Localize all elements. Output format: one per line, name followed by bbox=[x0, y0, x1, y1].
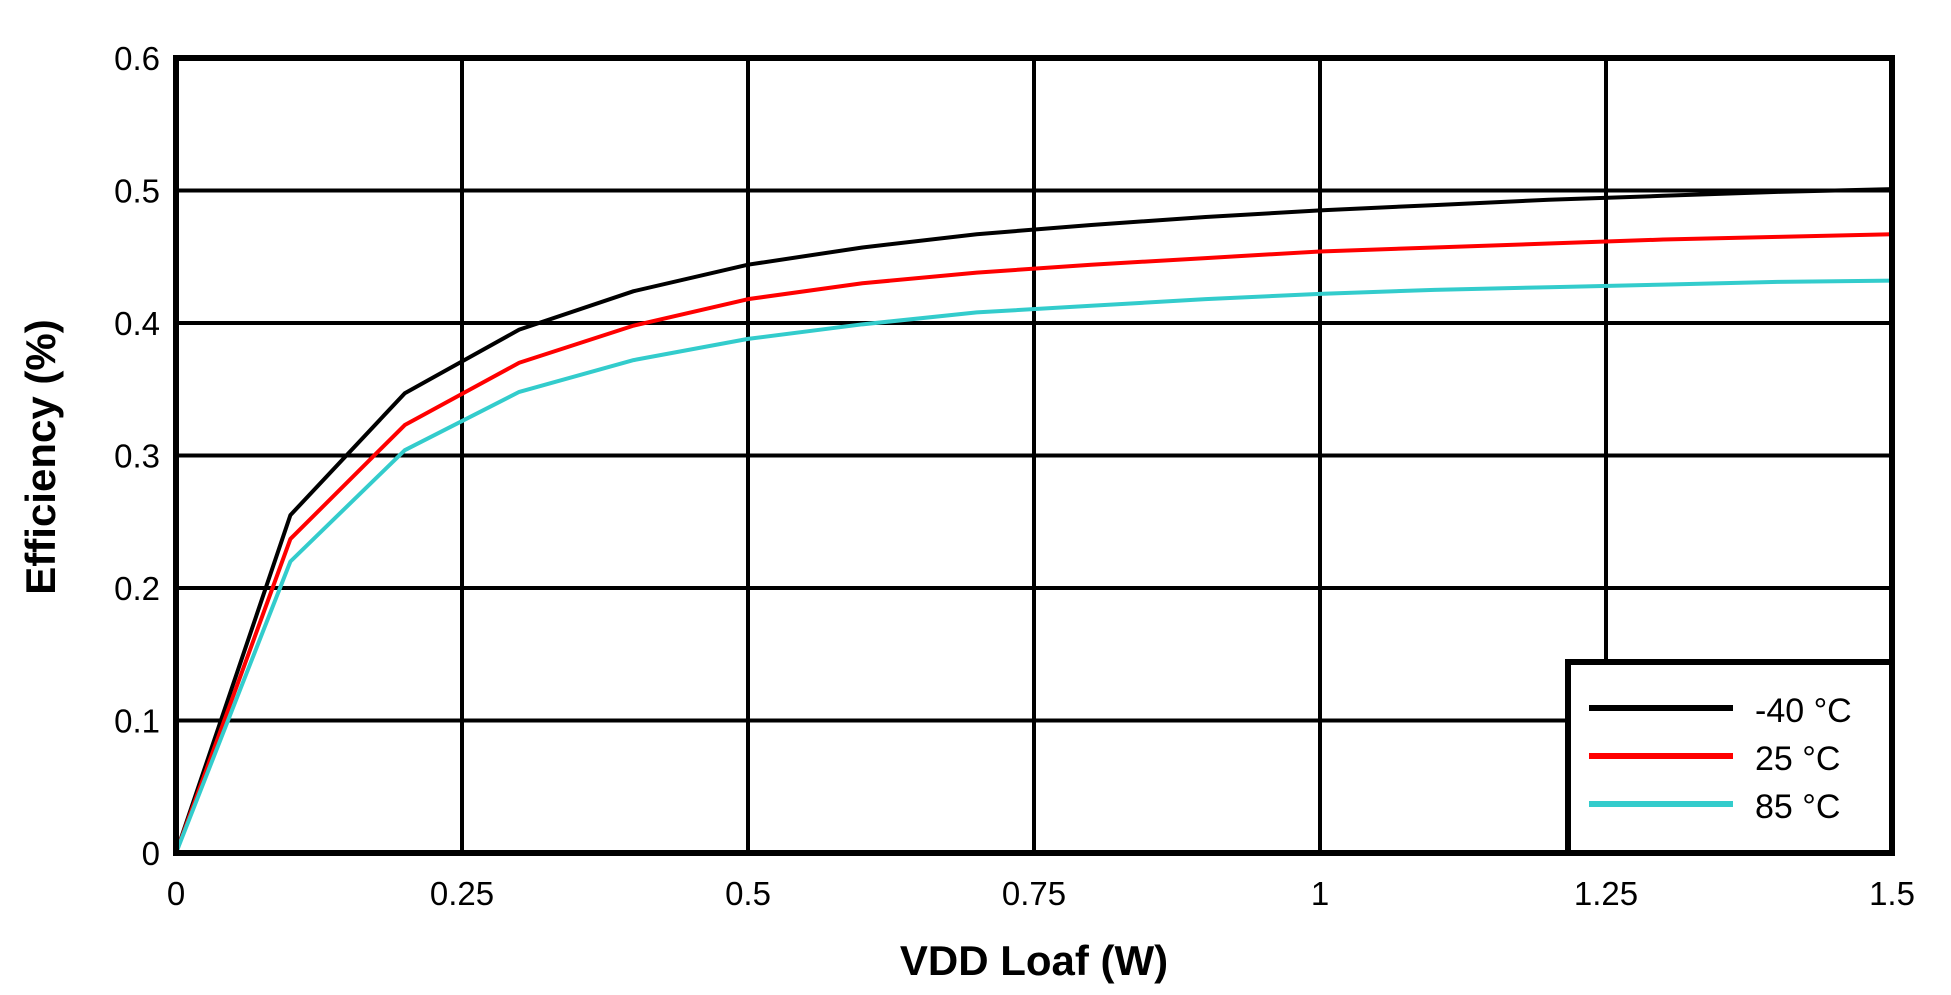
y-tick-label: 0 bbox=[142, 835, 160, 872]
y-tick-label: 0.6 bbox=[114, 40, 160, 77]
x-tick-label: 0.25 bbox=[430, 875, 494, 912]
legend: -40 °C 25 °C 85 °C bbox=[1565, 659, 1895, 856]
x-tick-label: 0 bbox=[167, 875, 185, 912]
x-tick-label: 1 bbox=[1311, 875, 1329, 912]
series-line-1 bbox=[174, 232, 1893, 854]
y-tick-labels: 0 0.1 0.2 0.3 0.4 0.5 0.6 bbox=[114, 40, 160, 872]
x-tick-label: 1.5 bbox=[1869, 875, 1915, 912]
x-tick-labels: 0 0.25 0.5 0.75 1 1.25 1.5 bbox=[167, 875, 1915, 912]
plot-frame bbox=[173, 55, 1895, 856]
series-line-2 bbox=[174, 278, 1893, 854]
y-tick-label: 0.4 bbox=[114, 305, 160, 342]
legend-label: 25 °C bbox=[1755, 740, 1840, 778]
legend-label: -40 °C bbox=[1755, 692, 1852, 730]
y-tick-label: 0.5 bbox=[114, 173, 160, 210]
series-line-0 bbox=[174, 187, 1893, 854]
y-tick-label: 0.1 bbox=[114, 703, 160, 740]
x-tick-label: 0.75 bbox=[1002, 875, 1066, 912]
series-lines bbox=[174, 187, 1893, 854]
x-tick-label: 1.25 bbox=[1574, 875, 1638, 912]
x-tick-label: 0.5 bbox=[725, 875, 771, 912]
y-tick-label: 0.3 bbox=[114, 438, 160, 475]
legend-label: 85 °C bbox=[1755, 788, 1840, 826]
y-tick-label: 0.2 bbox=[114, 570, 160, 607]
x-axis-label: VDD Loaf (W) bbox=[900, 937, 1168, 984]
y-axis-label: Efficiency (%) bbox=[17, 319, 64, 594]
